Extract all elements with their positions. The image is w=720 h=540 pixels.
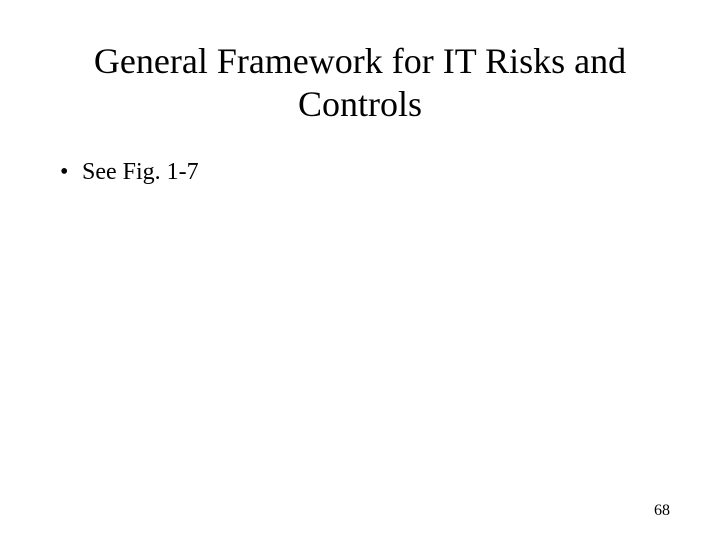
slide-title: General Framework for IT Risks and Contr… bbox=[50, 40, 670, 126]
bullet-item: See Fig. 1-7 bbox=[60, 156, 670, 190]
page-number: 68 bbox=[654, 502, 670, 520]
bullet-list: See Fig. 1-7 bbox=[50, 156, 670, 190]
slide-container: General Framework for IT Risks and Contr… bbox=[0, 0, 720, 540]
